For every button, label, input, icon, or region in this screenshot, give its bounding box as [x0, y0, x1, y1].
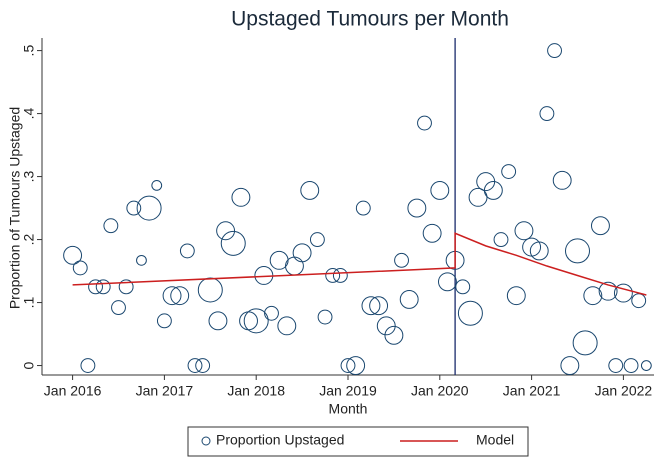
- point: [608, 358, 624, 373]
- point: [63, 245, 83, 265]
- point: [407, 198, 427, 218]
- point: [506, 286, 526, 306]
- point: [126, 200, 142, 216]
- point: [277, 316, 297, 336]
- point: [384, 325, 404, 345]
- point: [156, 313, 172, 329]
- point: [179, 243, 195, 259]
- point: [197, 277, 223, 303]
- point: [285, 256, 304, 276]
- point: [220, 230, 246, 256]
- point: [598, 281, 618, 301]
- legend-box: [187, 426, 529, 457]
- point: [355, 200, 371, 216]
- x-tick-label: Jan 2021: [503, 383, 561, 399]
- chart-title: Upstaged Tumours per Month: [231, 8, 509, 31]
- point: [613, 283, 633, 303]
- legend-symbol: [201, 436, 211, 446]
- point: [292, 243, 312, 263]
- point: [369, 296, 389, 316]
- y-axis-label: Proportion of Tumours Upstaged: [7, 107, 23, 309]
- point: [529, 241, 549, 261]
- point: [361, 296, 381, 316]
- point: [340, 358, 356, 373]
- point: [317, 309, 333, 325]
- point: [136, 254, 147, 266]
- point: [631, 293, 647, 309]
- legend-label: Proportion Upstaged: [216, 432, 344, 448]
- point: [493, 232, 509, 247]
- point: [151, 179, 163, 191]
- point: [623, 358, 639, 373]
- point: [309, 232, 325, 247]
- point: [208, 311, 228, 331]
- point: [560, 356, 580, 375]
- point: [80, 358, 96, 373]
- y-tick-label: .2: [21, 234, 37, 246]
- y-tick-label: .4: [21, 108, 37, 120]
- point: [88, 279, 103, 295]
- point: [195, 358, 211, 373]
- point: [136, 195, 162, 221]
- point: [216, 221, 236, 241]
- point: [103, 218, 119, 234]
- x-tick-label: Jan 2018: [227, 383, 285, 399]
- point: [95, 279, 111, 295]
- point: [111, 300, 126, 316]
- x-axis-label: Month: [329, 401, 368, 417]
- x-tick-label: Jan 2016: [44, 383, 102, 399]
- point: [591, 216, 610, 236]
- point: [325, 268, 341, 283]
- point: [243, 308, 269, 334]
- point: [376, 316, 396, 336]
- x-tick-label: Jan 2017: [136, 383, 194, 399]
- y-tick-label: .5: [21, 45, 37, 57]
- point: [231, 187, 251, 207]
- point: [417, 115, 432, 131]
- point: [483, 180, 503, 200]
- point: [501, 164, 517, 179]
- point: [399, 289, 419, 309]
- point: [438, 272, 457, 292]
- point: [394, 252, 409, 268]
- point: [455, 279, 471, 295]
- point: [239, 311, 258, 331]
- legend-label: Model: [476, 432, 514, 448]
- point: [118, 279, 134, 295]
- x-tick-label: Jan 2019: [319, 383, 377, 399]
- point: [264, 305, 279, 321]
- point: [300, 180, 320, 200]
- y-tick-label: .1: [21, 297, 37, 309]
- point: [552, 170, 572, 190]
- point: [565, 238, 590, 264]
- x-tick-label: Jan 2020: [411, 383, 469, 399]
- y-tick-label: .3: [21, 171, 37, 183]
- point: [457, 300, 483, 326]
- point: [514, 221, 534, 241]
- point: [572, 330, 598, 356]
- point: [547, 43, 562, 59]
- y-tick-label: 0: [21, 361, 37, 369]
- model-line: [72, 232, 647, 296]
- point: [187, 358, 203, 373]
- point: [170, 286, 190, 306]
- x-tick-label: Jan 2022: [595, 383, 653, 399]
- point: [422, 223, 442, 243]
- point: [72, 260, 88, 276]
- point: [539, 106, 555, 122]
- point: [583, 286, 603, 306]
- point: [332, 268, 348, 283]
- point: [346, 356, 366, 375]
- point: [640, 360, 652, 371]
- point: [162, 286, 182, 306]
- point: [430, 180, 450, 200]
